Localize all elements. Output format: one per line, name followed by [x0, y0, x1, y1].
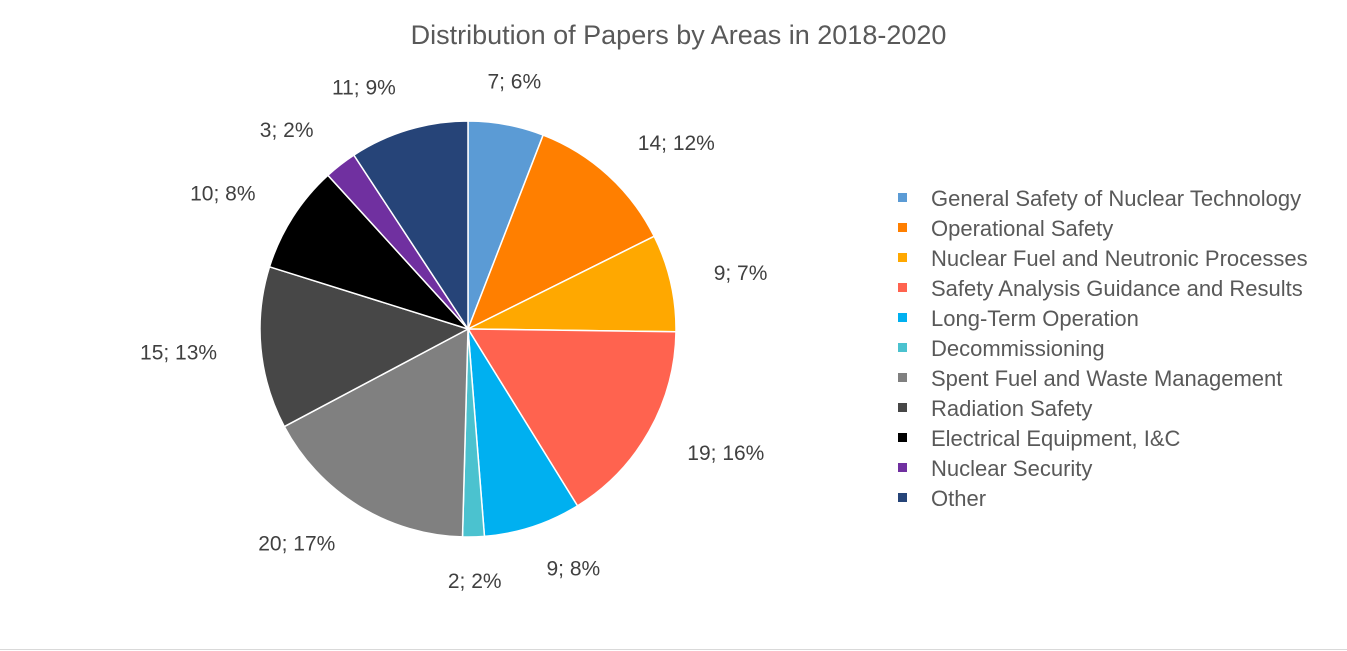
pie-slice-9	[268, 174, 471, 331]
pie-slice-2	[466, 134, 656, 331]
pie-data-label-5: 9; 8%	[547, 558, 601, 581]
chart-title: Distribution of Papers by Areas in 2018-…	[410, 20, 947, 50]
pie-slice-5	[467, 328, 579, 538]
pie-data-label-3: 9; 7%	[714, 262, 768, 285]
bottom-divider	[0, 649, 1347, 650]
pie-data-label-6: 2; 2%	[448, 570, 502, 593]
legend-swatch	[898, 432, 907, 442]
pie-data-label-1: 7; 6%	[487, 70, 541, 93]
legend-item-7: Spent Fuel and Waste Management	[898, 364, 1308, 394]
legend-swatch	[898, 222, 907, 232]
legend-label: Electrical Equipment, I&C	[931, 426, 1181, 451]
legend-swatch	[898, 492, 907, 502]
legend-swatch	[898, 282, 907, 292]
legend-label: Spent Fuel and Waste Management	[931, 366, 1283, 391]
legend-swatch	[898, 312, 907, 322]
legend-label: Safety Analysis Guidance and Results	[931, 276, 1303, 301]
pie-slice-8	[259, 265, 470, 428]
legend-swatch	[898, 252, 907, 262]
pie-data-label-9: 10; 8%	[190, 183, 255, 206]
legend-label: Nuclear Fuel and Neutronic Processes	[931, 246, 1308, 271]
legend-item-10: Nuclear Security	[898, 454, 1308, 484]
pie-data-label-8: 15; 13%	[140, 341, 217, 364]
legend-item-8: Radiation Safety	[898, 394, 1308, 424]
pie-data-label-2: 14; 12%	[638, 132, 715, 155]
pie-slice-4	[466, 328, 677, 507]
legend-item-11: Other	[898, 484, 1308, 514]
legend-item-6: Decommissioning	[898, 334, 1308, 364]
pie-slice-7	[283, 327, 469, 538]
pie-slice-11	[352, 120, 469, 332]
legend: General Safety of Nuclear Technology Oper…	[898, 184, 1308, 514]
pie-labels: 7; 6% 14; 12% 9; 7% 19; 16% 9; 8% 2; 2% 20; 17…	[140, 70, 767, 593]
legend-label: Decommissioning	[931, 336, 1105, 361]
pie-data-label-7: 20; 17%	[258, 532, 335, 555]
legend-label: Long-Term Operation	[931, 306, 1139, 331]
legend-swatch	[898, 342, 907, 352]
pie-slices	[259, 120, 677, 538]
legend-item-4: Safety Analysis Guidance and Results	[898, 274, 1308, 304]
legend-swatch	[898, 192, 907, 202]
legend-item-9: Electrical Equipment, I&C	[898, 424, 1308, 454]
legend-item-5: Long-Term Operation	[898, 304, 1308, 334]
pie-data-label-4: 19; 16%	[687, 442, 764, 465]
legend-label: Radiation Safety	[931, 396, 1093, 421]
pie-data-label-10: 3; 2%	[260, 119, 314, 142]
legend-item-3: Nuclear Fuel and Neutronic Processes	[898, 244, 1308, 274]
legend-item-1: General Safety of Nuclear Technology	[898, 184, 1308, 214]
pie-slice-3	[467, 235, 677, 333]
legend-label: General Safety of Nuclear Technology	[931, 186, 1302, 211]
legend-swatch	[898, 402, 907, 412]
legend-swatch	[898, 372, 907, 382]
legend-item-2: Operational Safety	[898, 214, 1308, 244]
legend-label: Nuclear Security	[931, 456, 1093, 481]
legend-swatch	[898, 462, 907, 472]
legend-label: Operational Safety	[931, 216, 1114, 241]
pie-data-label-11: 11; 9%	[332, 77, 396, 100]
legend-label: Other	[931, 486, 987, 511]
